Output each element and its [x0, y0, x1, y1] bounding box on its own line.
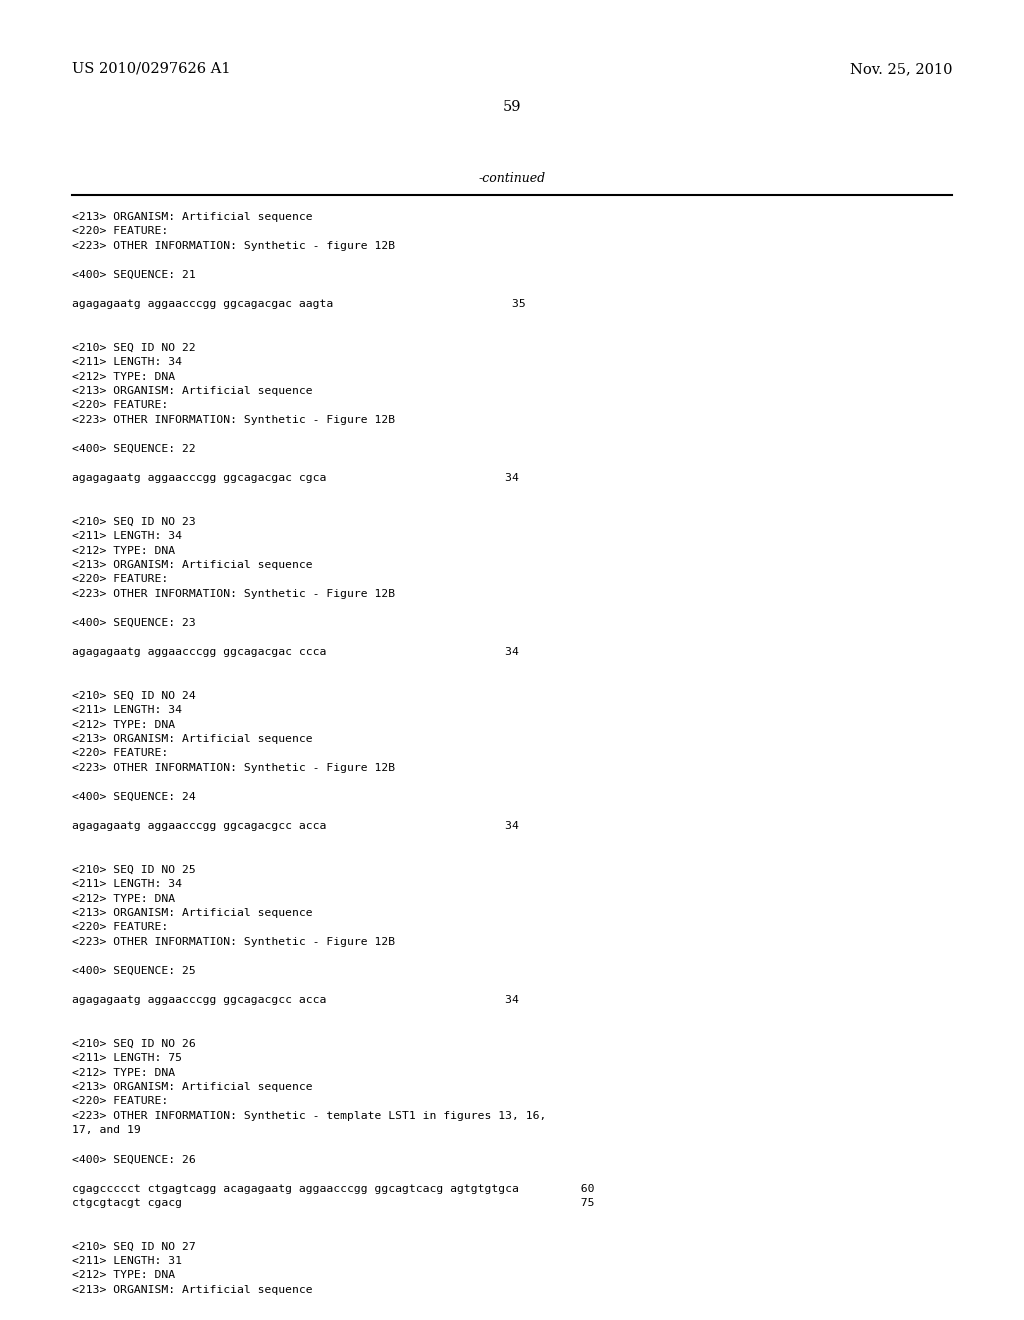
Text: <213> ORGANISM: Artificial sequence: <213> ORGANISM: Artificial sequence — [72, 734, 312, 744]
Text: <223> OTHER INFORMATION: Synthetic - Figure 12B: <223> OTHER INFORMATION: Synthetic - Fig… — [72, 937, 395, 946]
Text: <213> ORGANISM: Artificial sequence: <213> ORGANISM: Artificial sequence — [72, 560, 312, 570]
Text: <213> ORGANISM: Artificial sequence: <213> ORGANISM: Artificial sequence — [72, 908, 312, 917]
Text: <210> SEQ ID NO 25: <210> SEQ ID NO 25 — [72, 865, 196, 874]
Text: <223> OTHER INFORMATION: Synthetic - template LST1 in figures 13, 16,: <223> OTHER INFORMATION: Synthetic - tem… — [72, 1111, 547, 1121]
Text: agagagaatg aggaacccgg ggcagacgcc acca                          34: agagagaatg aggaacccgg ggcagacgcc acca 34 — [72, 995, 519, 1005]
Text: agagagaatg aggaacccgg ggcagacgac aagta                          35: agagagaatg aggaacccgg ggcagacgac aagta 3… — [72, 300, 525, 309]
Text: <400> SEQUENCE: 24: <400> SEQUENCE: 24 — [72, 792, 196, 803]
Text: <220> FEATURE:: <220> FEATURE: — [72, 400, 168, 411]
Text: US 2010/0297626 A1: US 2010/0297626 A1 — [72, 62, 230, 77]
Text: <400> SEQUENCE: 21: <400> SEQUENCE: 21 — [72, 271, 196, 280]
Text: <220> FEATURE:: <220> FEATURE: — [72, 1097, 168, 1106]
Text: <212> TYPE: DNA: <212> TYPE: DNA — [72, 719, 175, 730]
Text: -continued: -continued — [478, 172, 546, 185]
Text: <220> FEATURE:: <220> FEATURE: — [72, 748, 168, 759]
Text: <220> FEATURE:: <220> FEATURE: — [72, 227, 168, 236]
Text: <213> ORGANISM: Artificial sequence: <213> ORGANISM: Artificial sequence — [72, 385, 312, 396]
Text: <212> TYPE: DNA: <212> TYPE: DNA — [72, 1068, 175, 1077]
Text: Nov. 25, 2010: Nov. 25, 2010 — [850, 62, 952, 77]
Text: <211> LENGTH: 75: <211> LENGTH: 75 — [72, 1053, 182, 1063]
Text: <212> TYPE: DNA: <212> TYPE: DNA — [72, 545, 175, 556]
Text: <223> OTHER INFORMATION: Synthetic - Figure 12B: <223> OTHER INFORMATION: Synthetic - Fig… — [72, 589, 395, 599]
Text: <220> FEATURE:: <220> FEATURE: — [72, 923, 168, 932]
Text: <400> SEQUENCE: 25: <400> SEQUENCE: 25 — [72, 966, 196, 975]
Text: <210> SEQ ID NO 23: <210> SEQ ID NO 23 — [72, 516, 196, 527]
Text: <400> SEQUENCE: 22: <400> SEQUENCE: 22 — [72, 444, 196, 454]
Text: <211> LENGTH: 34: <211> LENGTH: 34 — [72, 531, 182, 541]
Text: <213> ORGANISM: Artificial sequence: <213> ORGANISM: Artificial sequence — [72, 1082, 312, 1092]
Text: <220> FEATURE:: <220> FEATURE: — [72, 574, 168, 585]
Text: agagagaatg aggaacccgg ggcagacgac cgca                          34: agagagaatg aggaacccgg ggcagacgac cgca 34 — [72, 473, 519, 483]
Text: <210> SEQ ID NO 22: <210> SEQ ID NO 22 — [72, 342, 196, 352]
Text: <223> OTHER INFORMATION: Synthetic - Figure 12B: <223> OTHER INFORMATION: Synthetic - Fig… — [72, 414, 395, 425]
Text: <211> LENGTH: 34: <211> LENGTH: 34 — [72, 879, 182, 888]
Text: <211> LENGTH: 34: <211> LENGTH: 34 — [72, 705, 182, 715]
Text: <223> OTHER INFORMATION: Synthetic - figure 12B: <223> OTHER INFORMATION: Synthetic - fig… — [72, 242, 395, 251]
Text: agagagaatg aggaacccgg ggcagacgcc acca                          34: agagagaatg aggaacccgg ggcagacgcc acca 34 — [72, 821, 519, 832]
Text: cgagccccct ctgagtcagg acagagaatg aggaacccgg ggcagtcacg agtgtgtgca         60: cgagccccct ctgagtcagg acagagaatg aggaacc… — [72, 1184, 595, 1193]
Text: <212> TYPE: DNA: <212> TYPE: DNA — [72, 371, 175, 381]
Text: <400> SEQUENCE: 26: <400> SEQUENCE: 26 — [72, 1155, 196, 1164]
Text: 59: 59 — [503, 100, 521, 114]
Text: agagagaatg aggaacccgg ggcagacgac ccca                          34: agagagaatg aggaacccgg ggcagacgac ccca 34 — [72, 647, 519, 657]
Text: 17, and 19: 17, and 19 — [72, 1126, 140, 1135]
Text: <210> SEQ ID NO 27: <210> SEQ ID NO 27 — [72, 1242, 196, 1251]
Text: <213> ORGANISM: Artificial sequence: <213> ORGANISM: Artificial sequence — [72, 213, 312, 222]
Text: <212> TYPE: DNA: <212> TYPE: DNA — [72, 894, 175, 903]
Text: <210> SEQ ID NO 26: <210> SEQ ID NO 26 — [72, 1039, 196, 1048]
Text: <212> TYPE: DNA: <212> TYPE: DNA — [72, 1270, 175, 1280]
Text: <213> ORGANISM: Artificial sequence: <213> ORGANISM: Artificial sequence — [72, 1284, 312, 1295]
Text: ctgcgtacgt cgacg                                                          75: ctgcgtacgt cgacg 75 — [72, 1199, 595, 1208]
Text: <400> SEQUENCE: 23: <400> SEQUENCE: 23 — [72, 618, 196, 628]
Text: <210> SEQ ID NO 24: <210> SEQ ID NO 24 — [72, 690, 196, 701]
Text: <223> OTHER INFORMATION: Synthetic - Figure 12B: <223> OTHER INFORMATION: Synthetic - Fig… — [72, 763, 395, 774]
Text: <211> LENGTH: 31: <211> LENGTH: 31 — [72, 1257, 182, 1266]
Text: <211> LENGTH: 34: <211> LENGTH: 34 — [72, 356, 182, 367]
